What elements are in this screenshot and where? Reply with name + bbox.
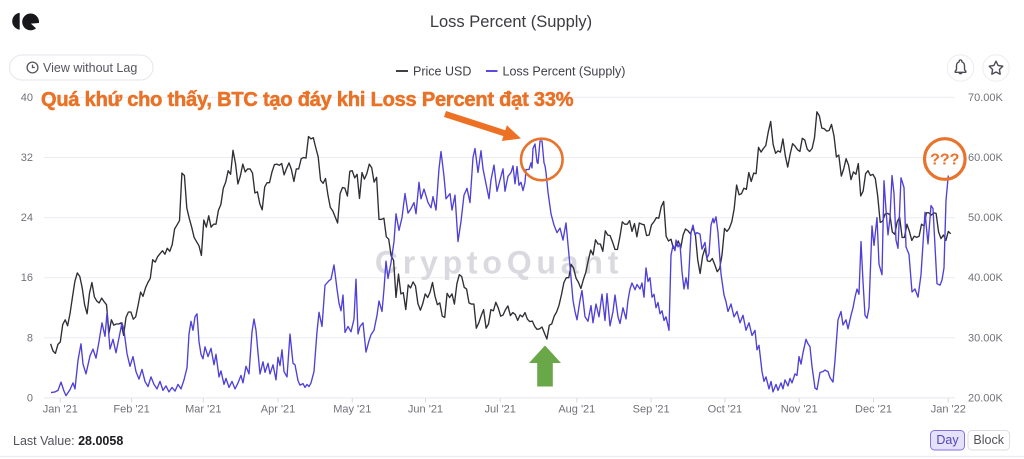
svg-text:40.00K: 40.00K bbox=[968, 272, 1004, 284]
svg-text:0: 0 bbox=[27, 392, 33, 404]
svg-text:Loss Percent (Supply): Loss Percent (Supply) bbox=[430, 13, 592, 31]
svg-text:Oct '21: Oct '21 bbox=[708, 404, 743, 416]
svg-text:Jun '21: Jun '21 bbox=[408, 404, 443, 416]
svg-text:CryptoQuant: CryptoQuant bbox=[375, 245, 623, 281]
svg-text:Aug '21: Aug '21 bbox=[558, 404, 595, 416]
svg-text:50.00K: 50.00K bbox=[968, 212, 1004, 224]
svg-text:Jul '21: Jul '21 bbox=[484, 404, 515, 416]
svg-text:May '21: May '21 bbox=[333, 404, 371, 416]
svg-text:Block: Block bbox=[973, 433, 1004, 447]
svg-text:Day: Day bbox=[936, 433, 959, 447]
svg-text:Nov '21: Nov '21 bbox=[781, 404, 818, 416]
svg-text:60.00K: 60.00K bbox=[968, 152, 1004, 164]
svg-text:70.00K: 70.00K bbox=[968, 92, 1004, 104]
svg-text:Mar '21: Mar '21 bbox=[185, 404, 221, 416]
svg-text:Loss Percent (Supply): Loss Percent (Supply) bbox=[503, 65, 626, 79]
svg-text:Last Value: 28.0058: Last Value: 28.0058 bbox=[13, 434, 123, 448]
svg-text:16: 16 bbox=[21, 272, 33, 284]
svg-text:Dec '21: Dec '21 bbox=[855, 404, 892, 416]
svg-text:Feb '21: Feb '21 bbox=[113, 404, 149, 416]
svg-text:30.00K: 30.00K bbox=[968, 332, 1004, 344]
svg-text:40: 40 bbox=[21, 92, 33, 104]
svg-text:Jan '22: Jan '22 bbox=[931, 404, 966, 416]
svg-text:Quá khứ cho thấy, BTC tạo đáy: Quá khứ cho thấy, BTC tạo đáy khi Loss P… bbox=[41, 89, 574, 111]
svg-text:Sep '21: Sep '21 bbox=[633, 404, 670, 416]
svg-text:24: 24 bbox=[21, 212, 33, 224]
svg-text:20.00K: 20.00K bbox=[968, 392, 1004, 404]
svg-text:Jan '21: Jan '21 bbox=[43, 404, 78, 416]
svg-text:View without Lag: View without Lag bbox=[43, 61, 137, 75]
svg-text:Apr '21: Apr '21 bbox=[261, 404, 296, 416]
svg-text:???: ??? bbox=[930, 152, 959, 169]
svg-text:Price USD: Price USD bbox=[413, 65, 471, 79]
svg-text:8: 8 bbox=[27, 332, 33, 344]
svg-text:32: 32 bbox=[21, 152, 33, 164]
